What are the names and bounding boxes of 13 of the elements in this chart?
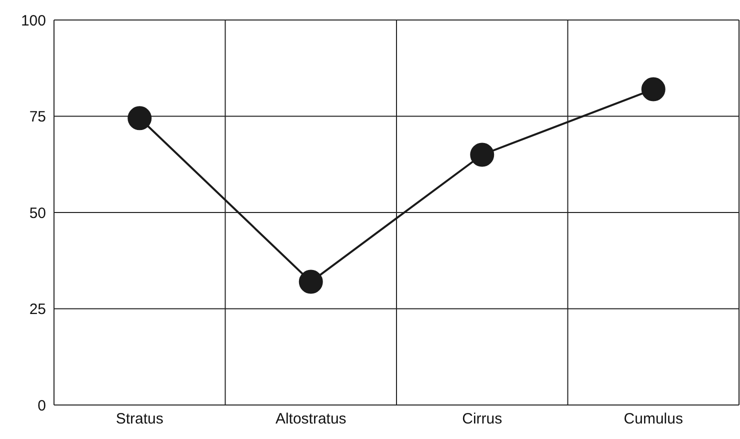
point [470, 142, 494, 167]
y-tick-label: 50 [29, 204, 46, 222]
y-tick-label: 100 [20, 12, 46, 30]
y-tick-label: 75 [29, 108, 46, 126]
x-tick-label: Cumulus [624, 410, 683, 428]
x-tick-label: Cirrus [462, 410, 502, 428]
point [298, 270, 323, 294]
point [128, 106, 152, 130]
x-tick-label: Altostratus [275, 410, 346, 428]
y-tick-label: 0 [38, 397, 46, 414]
y-tick-label: 25 [29, 301, 46, 318]
point [641, 77, 666, 102]
x-tick-label: Stratus [116, 410, 164, 428]
